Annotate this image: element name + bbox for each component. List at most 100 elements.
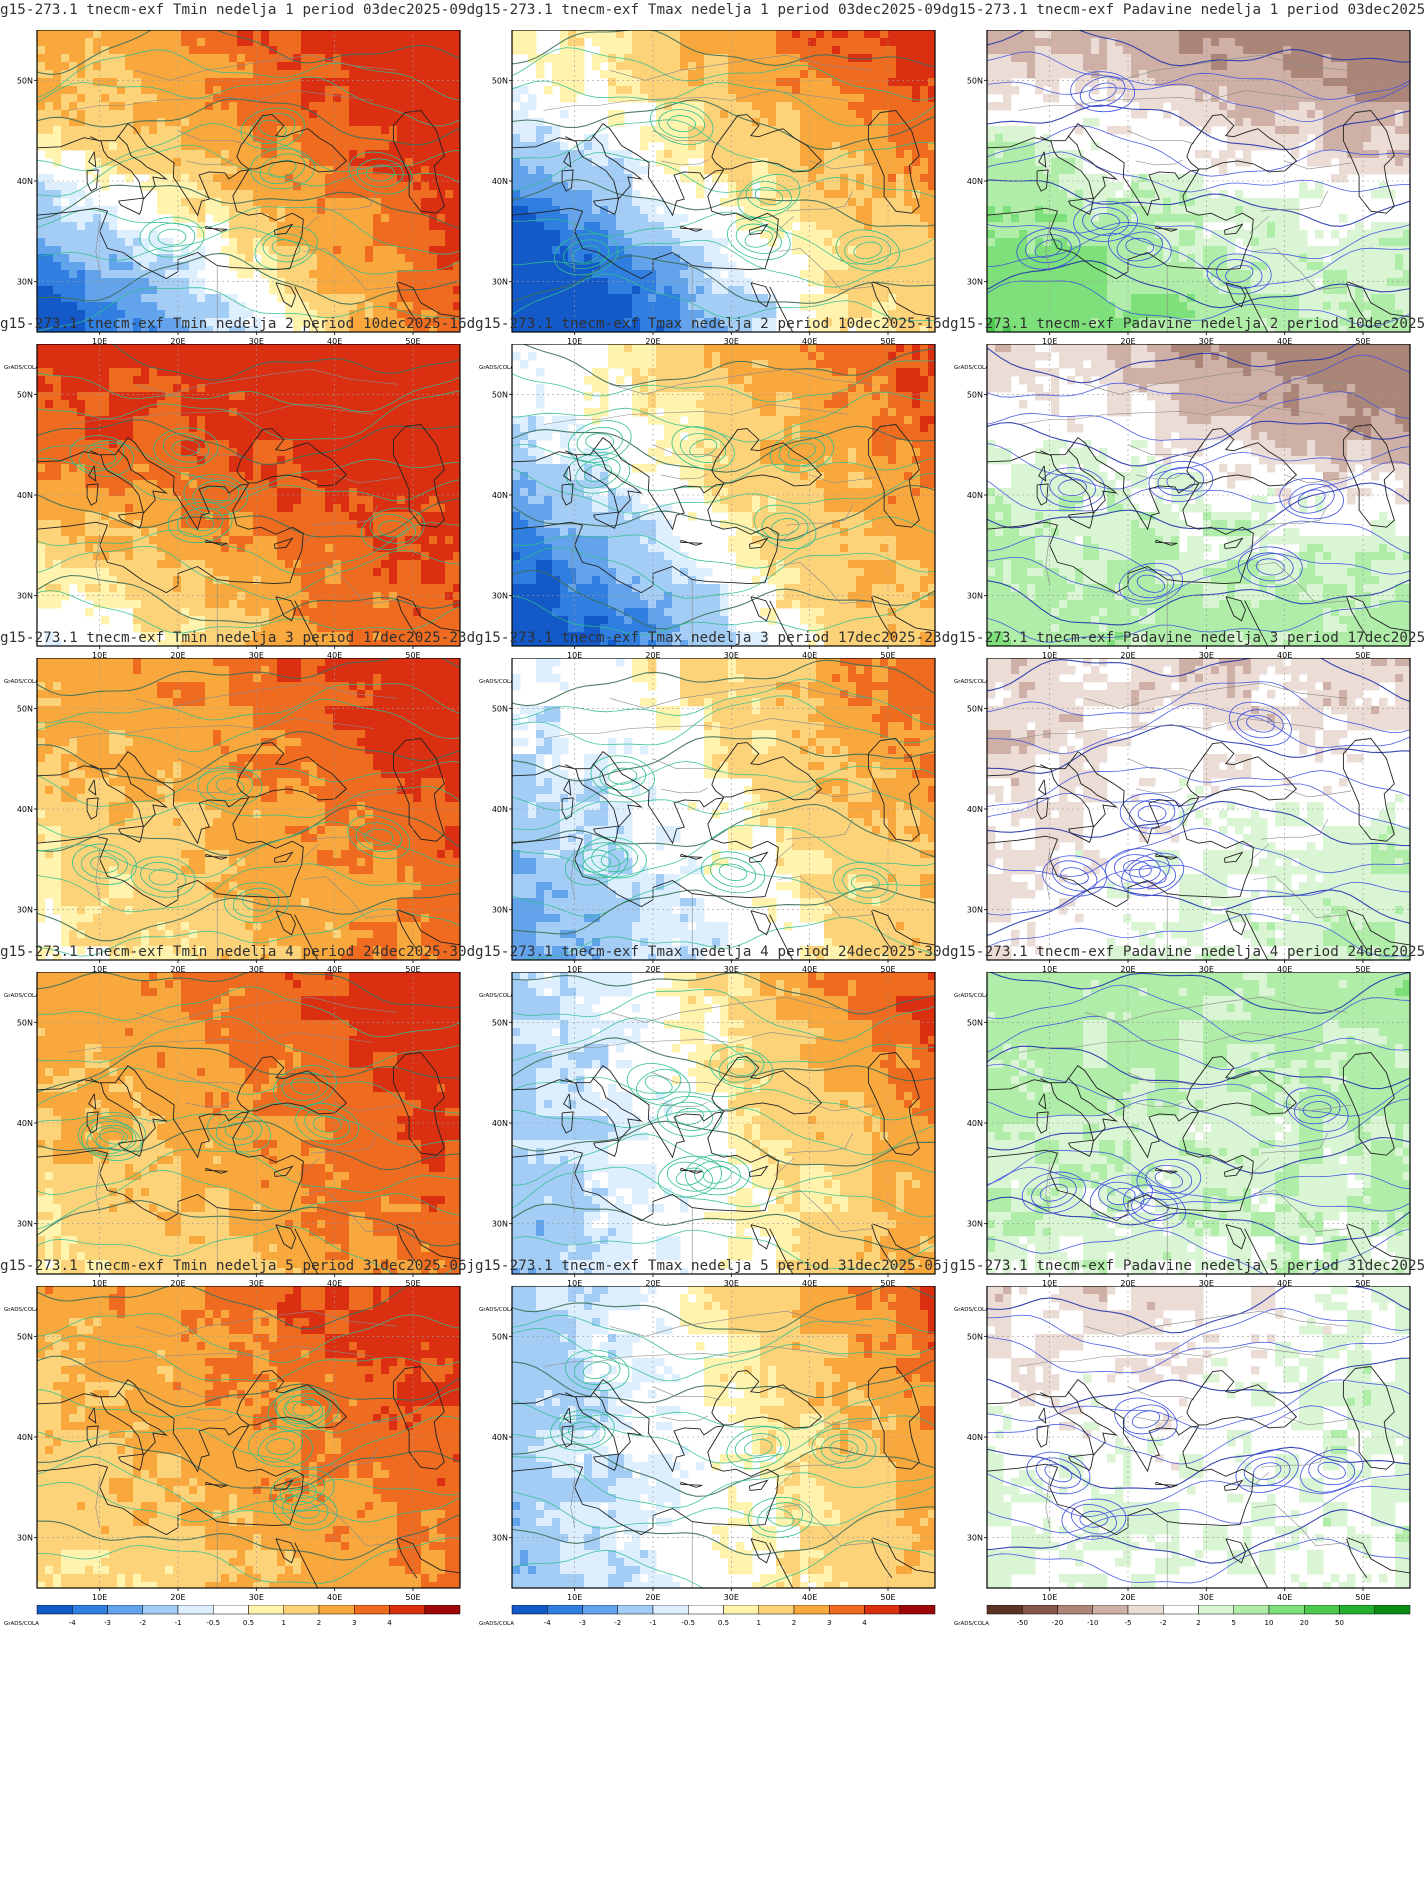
lon-tick-label: 20E: [170, 965, 185, 974]
colorbar-label: 2: [317, 1619, 321, 1627]
grads-credit: GrADS/COLA: [479, 1307, 514, 1313]
coastlines: [512, 738, 935, 960]
coastlines: [37, 1366, 460, 1588]
graticule: [512, 658, 935, 960]
lat-tick-label: 40N: [492, 491, 508, 500]
colorbar-swatch: [389, 1605, 425, 1615]
graticule: [987, 30, 1410, 332]
grads-credit: GrADS/COLA: [954, 1621, 989, 1627]
lon-tick-label: 20E: [1120, 1279, 1135, 1288]
lon-tick-label: 30E: [1199, 337, 1214, 346]
map-plot: 10E 20E 30E 40E 50E 50N 40N 30N: [492, 658, 936, 974]
lon-tick-label: 20E: [645, 337, 660, 346]
coastlines: [37, 738, 460, 960]
anomaly-fill: [512, 1286, 935, 1588]
lat-tick-label: 40N: [17, 805, 33, 814]
colorbar-swatch: [318, 1605, 355, 1615]
graticule: [37, 30, 460, 332]
lat-tick-label: 50N: [17, 1332, 33, 1341]
lon-tick-label: 50E: [405, 1279, 420, 1288]
colorbar-label: 2: [792, 1619, 796, 1627]
map-plot: 10E 20E 30E 40E 50E 50N 40N 30N: [967, 658, 1411, 974]
lat-tick-label: 30N: [967, 592, 983, 601]
colorbar-label: 3: [352, 1619, 356, 1627]
grads-credit: GrADS/COLA: [954, 679, 989, 685]
lon-tick-label: 40E: [1277, 1593, 1292, 1602]
coastlines: [987, 738, 1410, 960]
country-borders: [1018, 368, 1352, 646]
country-borders: [543, 996, 877, 1274]
colorbar-swatch: [617, 1605, 654, 1615]
colorbar-swatch: [1163, 1605, 1199, 1615]
anomaly-fill: [512, 30, 935, 332]
coastlines: [987, 424, 1410, 646]
colorbar-swatch: [72, 1605, 108, 1615]
lat-tick-label: 30N: [17, 1220, 33, 1229]
colorbar-label: 4: [387, 1619, 392, 1627]
colorbar-label: -3: [104, 1619, 111, 1627]
isoline-contours: [37, 1286, 460, 1584]
map-panel-tmax-week-1: g15-273.1 tnecm-exf Tmax nedelja 1 perio…: [475, 0, 950, 379]
lat-tick-label: 50N: [17, 76, 33, 85]
colorbar-label: 2: [1196, 1619, 1200, 1627]
colorbar-label: 1: [757, 1619, 761, 1627]
coastlines: [37, 424, 460, 646]
isoline-contours: [37, 30, 460, 332]
lat-tick-label: 40N: [967, 177, 983, 186]
colorbar: -50 -20 -10 -5 -2 2 5 10 20 50 GrADS/COLA: [954, 1605, 1411, 1627]
lon-tick-label: 20E: [170, 651, 185, 660]
colorbar-swatch: [511, 1605, 548, 1615]
colorbar-label: 1: [282, 1619, 286, 1627]
colorbar-label: 0.5: [718, 1619, 729, 1627]
lon-tick-label: 30E: [724, 1593, 739, 1602]
lat-tick-label: 30N: [967, 1220, 983, 1229]
colorbar-swatch: [1268, 1605, 1305, 1615]
lon-tick-label: 30E: [1199, 651, 1214, 660]
lon-tick-label: 40E: [802, 1279, 817, 1288]
colorbar-label: -20: [1052, 1619, 1063, 1627]
lat-tick-label: 30N: [492, 906, 508, 915]
map-panel-tmin-week-5: g15-273.1 tnecm-exf Tmin nedelja 5 perio…: [0, 1256, 475, 1635]
lon-tick-label: 30E: [249, 651, 264, 660]
country-borders: [68, 996, 402, 1274]
graticule: [987, 972, 1410, 1274]
map-panel-tmin-week-2: g15-273.1 tnecm-exf Tmin nedelja 2 perio…: [0, 314, 475, 693]
country-borders: [543, 368, 877, 646]
lon-tick-label: 50E: [405, 965, 420, 974]
panel-title: g15-273.1 tnecm-exf Padavine nedelja 3 p…: [950, 630, 1425, 646]
colorbar-label: -2: [1160, 1619, 1167, 1627]
lon-tick-label: 30E: [249, 1593, 264, 1602]
colorbar-swatch: [1374, 1605, 1411, 1615]
lon-tick-label: 40E: [802, 337, 817, 346]
panel-title: g15-273.1 tnecm-exf Tmax nedelja 4 perio…: [475, 944, 950, 960]
colorbar-swatch: [829, 1605, 865, 1615]
colorbar-swatch: [1127, 1605, 1164, 1615]
lat-tick-label: 30N: [17, 278, 33, 287]
colorbar-swatch: [1304, 1605, 1340, 1615]
lat-tick-label: 50N: [17, 1018, 33, 1027]
map-panel-tmax-week-5: g15-273.1 tnecm-exf Tmax nedelja 5 perio…: [475, 1256, 950, 1635]
colorbar-label: -50: [1017, 1619, 1028, 1627]
colorbar-label: -5: [1125, 1619, 1132, 1627]
colorbar-swatch: [899, 1605, 936, 1615]
panel-title: g15-273.1 tnecm-exf Tmin nedelja 4 perio…: [0, 944, 475, 960]
country-borders: [543, 54, 877, 332]
lat-tick-label: 40N: [967, 491, 983, 500]
anomaly-fill: [512, 972, 935, 1274]
lat-tick-label: 50N: [17, 704, 33, 713]
colorbar-label: 50: [1335, 1619, 1344, 1627]
coastlines: [512, 1052, 935, 1274]
colorbar-label: 5: [1232, 1619, 1236, 1627]
colorbar-swatch: [1022, 1605, 1058, 1615]
colorbar-swatch: [864, 1605, 900, 1615]
grads-credit: GrADS/COLA: [4, 1307, 39, 1313]
lat-tick-label: 40N: [17, 177, 33, 186]
panel-title: g15-273.1 tnecm-exf Tmax nedelja 1 perio…: [475, 2, 950, 18]
colorbar-swatch: [283, 1605, 320, 1615]
lon-tick-label: 50E: [405, 651, 420, 660]
lon-tick-label: 10E: [92, 1279, 107, 1288]
panel-title: g15-273.1 tnecm-exf Padavine nedelja 2 p…: [950, 316, 1425, 332]
graticule: [987, 658, 1410, 960]
lat-tick-label: 50N: [492, 390, 508, 399]
graticule: [37, 344, 460, 646]
